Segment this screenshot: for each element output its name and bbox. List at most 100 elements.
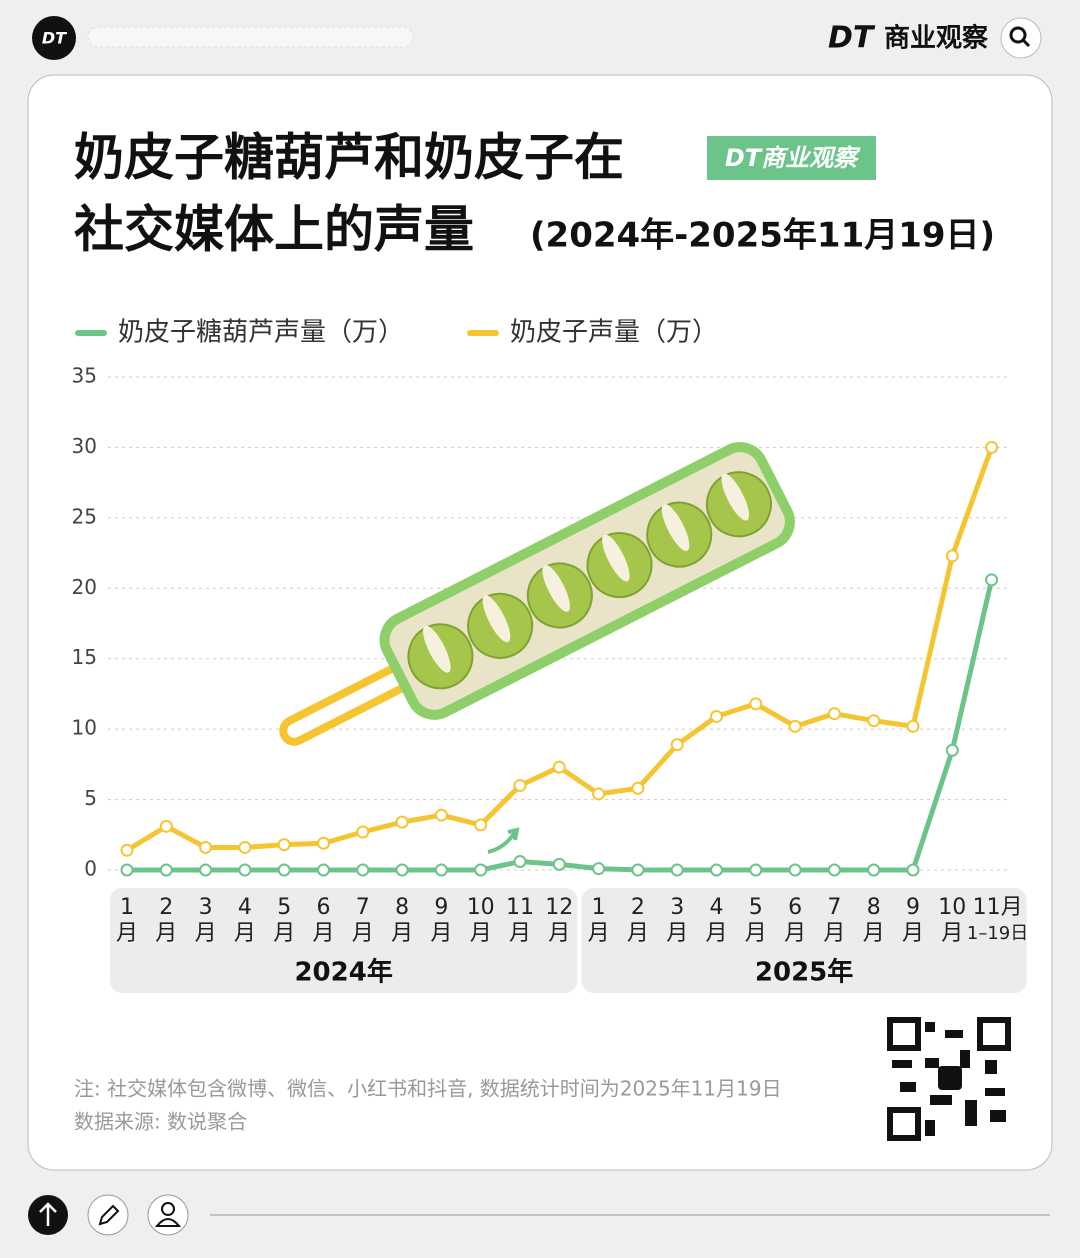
data-point xyxy=(395,863,409,877)
search-icon xyxy=(1021,38,1031,48)
data-point xyxy=(710,709,723,723)
data-point xyxy=(788,719,802,733)
search-bar[interactable] xyxy=(87,26,414,48)
plot: 0 5 10 15 20 25 30 35 2024年 2025年 1 月 2 月 3 月 4 月 5 月 6 月 7 月 8 月… xyxy=(72,318,1028,993)
data-point xyxy=(395,815,409,829)
pencil-icon xyxy=(98,1204,120,1226)
year-label: 2024年 xyxy=(294,957,392,988)
data-point xyxy=(120,863,134,877)
data-point xyxy=(945,743,959,757)
data-point xyxy=(434,863,448,877)
data-point xyxy=(238,840,252,854)
y-tick-label: 0 xyxy=(84,857,97,881)
data-point xyxy=(906,863,920,877)
data-point xyxy=(710,863,723,877)
data-point xyxy=(670,738,684,752)
data-point xyxy=(592,787,606,801)
y-tick-label: 30 xyxy=(72,434,97,458)
data-point xyxy=(513,855,527,869)
data-point xyxy=(670,863,684,877)
person-icon xyxy=(161,1202,175,1216)
data-point xyxy=(199,863,213,877)
data-point xyxy=(317,836,330,850)
up-icon xyxy=(39,1202,57,1226)
search-button[interactable] xyxy=(1000,17,1042,59)
x-tick-label: 11月 1–19日 xyxy=(967,895,1028,944)
data-point xyxy=(474,863,488,877)
note: 数据来源: 数说聚合 xyxy=(74,1110,247,1134)
edit-button[interactable] xyxy=(87,1194,129,1236)
y-tick-label: 15 xyxy=(72,645,97,669)
logo-text: DT xyxy=(42,29,67,48)
cream xyxy=(423,473,750,673)
note: 注: 社交媒体包含微博、微信、小红书和抖音, 数据统计时间为2025年11月19… xyxy=(74,1077,782,1101)
data-point xyxy=(552,760,566,774)
arrow xyxy=(487,827,520,854)
illustration xyxy=(279,442,795,746)
data-point xyxy=(867,863,881,877)
balls xyxy=(407,471,772,690)
title: 奶皮子糖葫芦和奶皮子在 社交媒体上的声量 (2024年-2025年11月19日)… xyxy=(74,129,995,259)
x-tick-label: 10 月 xyxy=(938,895,966,946)
data-point xyxy=(552,857,566,871)
legend-label: 奶皮子声量（万） xyxy=(510,318,718,348)
data-point xyxy=(317,863,330,877)
y-tick-label: 20 xyxy=(72,575,97,599)
data-point xyxy=(159,863,173,877)
data-point xyxy=(434,808,448,822)
y-tick-label: 25 xyxy=(72,504,97,528)
data-point xyxy=(985,440,999,454)
data-point xyxy=(749,697,763,711)
data-point xyxy=(120,843,134,857)
data-point xyxy=(788,863,802,877)
data-point xyxy=(199,840,213,854)
x-tick-label: 12 月 xyxy=(545,895,573,946)
title-line: 社交媒体上的声量 xyxy=(74,201,474,259)
data-point xyxy=(827,863,841,877)
data-point xyxy=(867,714,881,728)
data-point xyxy=(159,819,173,833)
data-point xyxy=(985,573,999,587)
data-point xyxy=(513,778,527,792)
brand-name: 商业观察 xyxy=(884,23,989,54)
badge-text: DT商业观察 xyxy=(725,144,861,172)
legend-label: 奶皮子糖葫芦声量（万） xyxy=(118,318,404,348)
year-band xyxy=(581,888,1027,993)
search-icon xyxy=(1009,26,1027,44)
data-point xyxy=(749,863,763,877)
badge xyxy=(707,136,876,180)
year-band xyxy=(110,888,578,993)
data-point xyxy=(827,707,841,721)
data-point xyxy=(631,781,645,795)
y-tick-label: 5 xyxy=(84,786,97,810)
y-tick-label: 35 xyxy=(72,364,97,388)
data-point xyxy=(238,863,252,877)
data-point xyxy=(592,862,606,876)
year-label: 2025年 xyxy=(755,957,853,988)
logo-badge[interactable] xyxy=(32,16,76,60)
data-point xyxy=(277,863,291,877)
y-tick-label: 10 xyxy=(72,716,97,740)
x-tick-label: 10 月 xyxy=(467,895,495,946)
data-point xyxy=(474,818,488,832)
data-point xyxy=(945,549,959,563)
data-point xyxy=(356,863,370,877)
data-point xyxy=(906,719,920,733)
